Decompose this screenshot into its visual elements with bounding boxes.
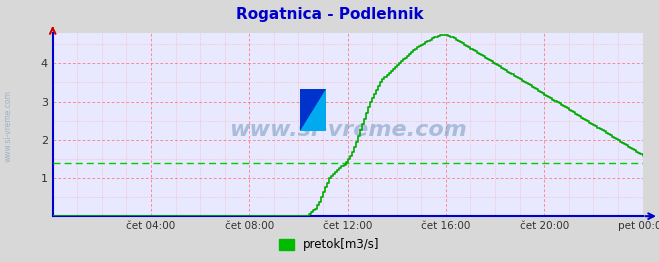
Text: Rogatnica - Podlehnik: Rogatnica - Podlehnik xyxy=(236,7,423,21)
Polygon shape xyxy=(300,89,326,131)
Text: www.si-vreme.com: www.si-vreme.com xyxy=(3,90,13,162)
Legend: pretok[m3/s]: pretok[m3/s] xyxy=(275,234,384,256)
Polygon shape xyxy=(300,89,326,131)
Text: www.si-vreme.com: www.si-vreme.com xyxy=(229,120,467,140)
